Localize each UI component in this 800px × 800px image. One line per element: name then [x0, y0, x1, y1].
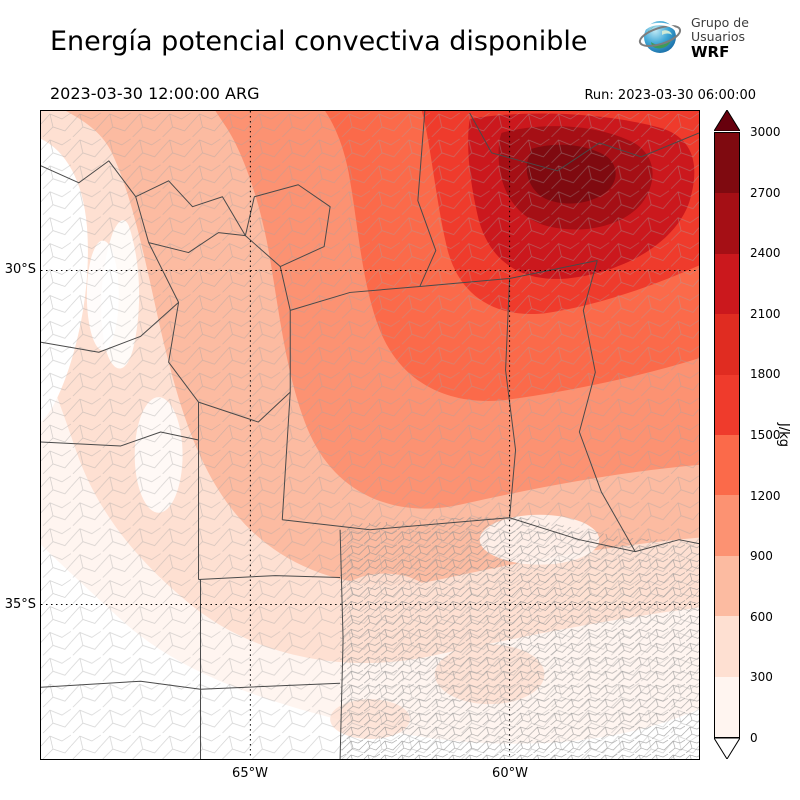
colorbar-segment — [715, 495, 739, 556]
colorbar-extend-under-arrow — [713, 737, 741, 763]
graticule-dotted-lines — [41, 111, 699, 759]
colorbar-extend-over-arrow — [713, 109, 741, 135]
colorbar-tick-label: 2400 — [750, 246, 781, 261]
colorbar-tick-label: 2700 — [750, 185, 781, 200]
page-title: Energía potencial convectiva disponible — [50, 26, 588, 57]
lat-tick-35s: 35°S — [4, 597, 36, 612]
wrf-users-logo: Grupo de Usuarios WRF — [636, 12, 749, 64]
logo-line-wrf: WRF — [691, 42, 730, 61]
logo-line-1: Grupo de — [691, 14, 749, 30]
colorbar-unit-label: J/kg — [776, 423, 791, 447]
valid-time-label: 2023-03-30 12:00:00 ARG — [50, 84, 260, 103]
colorbar-tick-label: 2100 — [750, 306, 781, 321]
colorbar-segment — [715, 555, 739, 617]
colorbar-segment — [715, 253, 739, 315]
colorbar-tick-label: 1500 — [750, 428, 781, 442]
colorbar-tick-label: 900 — [750, 549, 773, 564]
colorbar-segment — [715, 133, 739, 194]
lat-tick-30s: 30°S — [4, 262, 36, 277]
colorbar-tick-label: 1800 — [750, 367, 781, 382]
colorbar-tick-label: 0 — [750, 731, 758, 745]
colorbar-tick-label: 300 — [750, 670, 773, 685]
colorbar-tick-label: 600 — [750, 609, 773, 624]
logo-line-2: Usuarios — [691, 28, 746, 44]
cape-map-canvas — [41, 111, 699, 759]
province-boundaries — [41, 111, 699, 759]
colorbar-segment — [715, 193, 739, 254]
department-boundaries-mesh — [41, 111, 699, 759]
map-frame — [40, 110, 700, 760]
lon-tick-60w: 60°W — [492, 766, 528, 781]
lon-tick-65w: 65°W — [232, 766, 268, 781]
run-time-label: Run: 2023-03-30 06:00:00 — [584, 88, 756, 103]
colorbar-gradient-bar — [714, 132, 740, 738]
colorbar-segment — [715, 374, 739, 436]
globe-icon — [636, 12, 684, 64]
colorbar-tick-label: 3000 — [750, 125, 781, 139]
colorbar-tick-label: 1200 — [750, 488, 781, 503]
logo-text: Grupo de Usuarios WRF — [691, 14, 749, 61]
colorbar-segment — [715, 676, 739, 738]
colorbar-segment — [715, 616, 739, 677]
colorbar-segment — [715, 314, 739, 375]
colorbar-segment — [715, 435, 739, 496]
colorbar: 0 300 600 900 1200 1500 1800 2100 2400 2700 3000 J… — [706, 108, 800, 772]
